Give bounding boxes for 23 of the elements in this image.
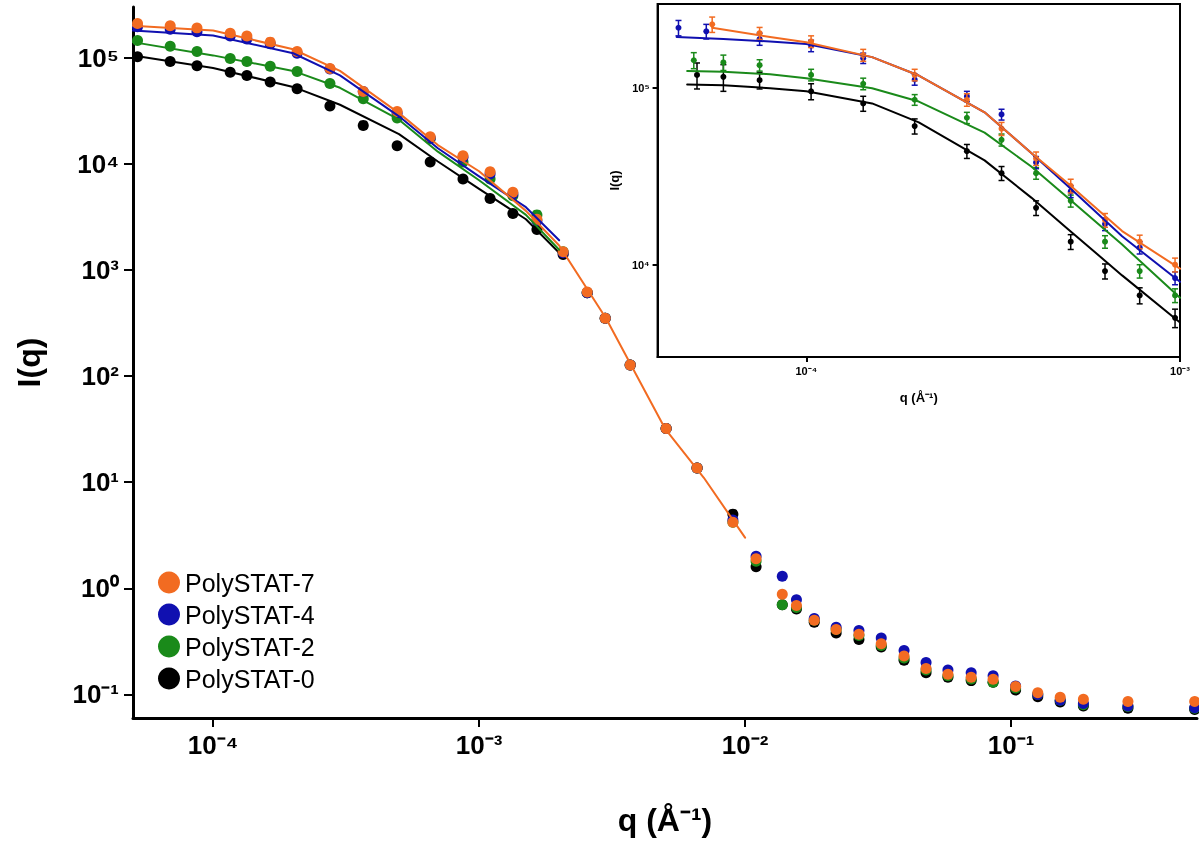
x-tick-label: 10⁻⁴ bbox=[187, 730, 239, 760]
y-tick-label: 10⁵ bbox=[632, 82, 650, 95]
y-tick-label: 10⁴ bbox=[631, 258, 650, 271]
x-tick-label: 10⁻² bbox=[721, 730, 769, 760]
y-axis-title: I(q) bbox=[11, 337, 47, 388]
y-tick-label: 10⁰ bbox=[81, 573, 120, 604]
x-tick-label: 10⁻¹ bbox=[987, 730, 1035, 760]
y-tick-label: 10⁵ bbox=[77, 42, 119, 73]
legend-label: PolySTAT-0 bbox=[185, 664, 315, 693]
y-tick-label: 10³ bbox=[81, 254, 120, 285]
y-axis-title: I(q) bbox=[607, 170, 622, 191]
x-tick-label: 10⁻⁴ bbox=[795, 364, 818, 377]
x-axis-title: q (Å⁻¹) bbox=[899, 390, 938, 405]
legend-label: PolySTAT-7 bbox=[185, 568, 315, 597]
legend-label: PolySTAT-4 bbox=[185, 600, 315, 629]
x-tick-label: 10⁻³ bbox=[455, 730, 503, 760]
y-tick-label: 10² bbox=[81, 361, 120, 392]
legend-label: PolySTAT-2 bbox=[185, 632, 315, 661]
y-tick-label: 10⁻¹ bbox=[72, 679, 119, 710]
x-tick-label: 10⁻³ bbox=[1170, 364, 1191, 377]
y-tick-label: 10¹ bbox=[81, 467, 119, 498]
x-axis-title: q (Å⁻¹) bbox=[617, 802, 713, 838]
y-tick-label: 10⁴ bbox=[77, 148, 119, 179]
